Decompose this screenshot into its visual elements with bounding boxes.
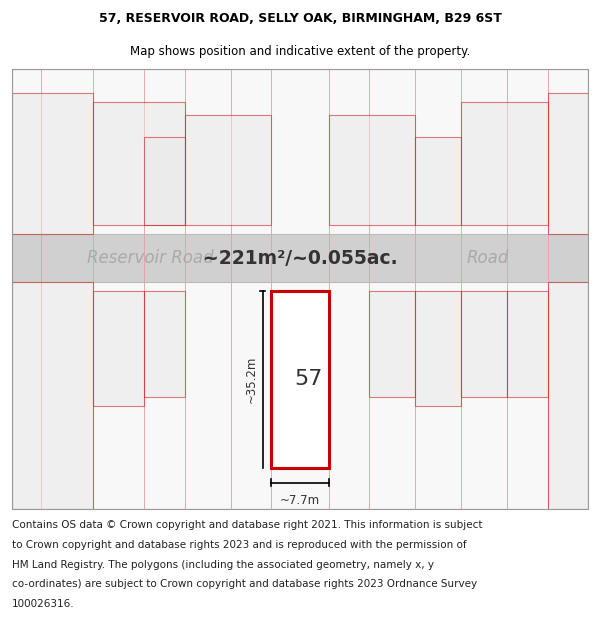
Text: 100026316.: 100026316. xyxy=(12,599,74,609)
Bar xyxy=(12,282,92,509)
Bar xyxy=(12,93,92,234)
Bar xyxy=(145,291,185,397)
Text: Contains OS data © Crown copyright and database right 2021. This information is : Contains OS data © Crown copyright and d… xyxy=(12,521,482,531)
Bar xyxy=(548,93,588,234)
Text: co-ordinates) are subject to Crown copyright and database rights 2023 Ordnance S: co-ordinates) are subject to Crown copyr… xyxy=(12,579,477,589)
Bar xyxy=(92,102,185,225)
Bar xyxy=(548,282,588,509)
Bar xyxy=(461,291,508,397)
Bar xyxy=(92,291,145,406)
Text: 57: 57 xyxy=(295,369,323,389)
Bar xyxy=(271,291,329,468)
Bar xyxy=(329,115,415,225)
Text: to Crown copyright and database rights 2023 and is reproduced with the permissio: to Crown copyright and database rights 2… xyxy=(12,540,467,550)
Bar xyxy=(508,291,548,397)
Text: Road: Road xyxy=(467,249,509,268)
Bar xyxy=(415,291,461,406)
Text: 57, RESERVOIR ROAD, SELLY OAK, BIRMINGHAM, B29 6ST: 57, RESERVOIR ROAD, SELLY OAK, BIRMINGHA… xyxy=(98,12,502,25)
Bar xyxy=(369,291,415,397)
Text: Map shows position and indicative extent of the property.: Map shows position and indicative extent… xyxy=(130,45,470,58)
Text: ~35.2m: ~35.2m xyxy=(245,356,257,403)
Text: HM Land Registry. The polygons (including the associated geometry, namely x, y: HM Land Registry. The polygons (includin… xyxy=(12,560,434,570)
Bar xyxy=(461,102,548,225)
Bar xyxy=(415,137,461,225)
Bar xyxy=(145,137,185,225)
Bar xyxy=(12,234,588,282)
Text: Reservoir Road: Reservoir Road xyxy=(87,249,214,268)
Text: ~221m²/~0.055ac.: ~221m²/~0.055ac. xyxy=(203,249,397,268)
Bar xyxy=(185,115,271,225)
Text: ~7.7m: ~7.7m xyxy=(280,494,320,507)
